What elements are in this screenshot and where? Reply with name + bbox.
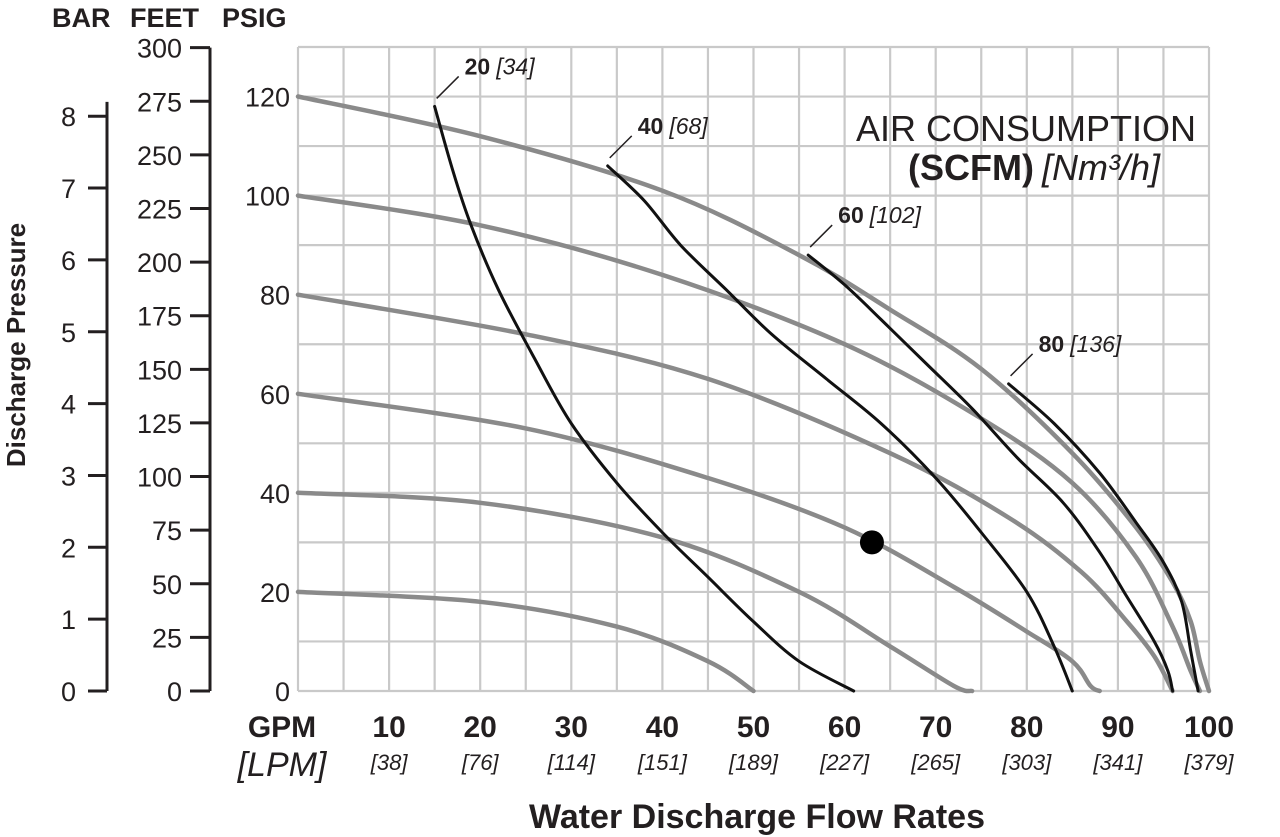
x-tick-gpm-label: 20	[464, 711, 497, 744]
x-tick-gpm-label: 60	[828, 711, 861, 744]
air-curve-label: 60 [102]	[838, 202, 921, 228]
feet-tick-label: 250	[137, 141, 182, 171]
air-consumption-title: AIR CONSUMPTION	[856, 108, 1196, 149]
psig-tick-label: 60	[260, 380, 290, 410]
bar-tick-label: 5	[61, 318, 76, 348]
x-tick-lpm-label: [379]	[1184, 750, 1235, 775]
feet-tick-label: 50	[152, 570, 182, 600]
bar-tick-label: 8	[61, 102, 76, 132]
x-tick-gpm-label: 40	[646, 711, 679, 744]
air-label-nm3h: [102]	[869, 202, 922, 228]
x-tick-lpm-label: [114]	[547, 750, 596, 775]
x-tick-gpm-label: 50	[737, 711, 770, 744]
x-tick-lpm-label: [341]	[1092, 750, 1143, 775]
air-label-leader	[436, 75, 460, 99]
pressure-curve-line	[295, 589, 756, 694]
x-axis-title: Water Discharge Flow Rates	[529, 798, 985, 836]
x-tick-lpm-label: [227]	[819, 750, 870, 775]
bar-tick-label: 1	[61, 605, 76, 635]
feet-tick-label: 275	[137, 87, 182, 117]
feet-tick-label: 225	[137, 194, 182, 224]
x-tick-gpm-label: 70	[919, 711, 952, 744]
feet-tick-label: 100	[137, 463, 182, 493]
feet-tick-label: 25	[152, 623, 182, 653]
air-label-leader	[609, 135, 633, 159]
left-axes: 0123456780255075100125150175200225250275…	[61, 34, 290, 707]
pressure-curve-line	[295, 490, 975, 694]
operating-point-marker	[859, 530, 884, 555]
air-consumption-curve-line	[1007, 382, 1200, 693]
pressure-curve-line	[295, 94, 1212, 694]
air-consumption-curve-line	[606, 164, 1074, 693]
air-curve-label: 20 [34]	[465, 53, 536, 79]
air-label-leader	[809, 224, 833, 248]
x-tick-gpm-label: 100	[1184, 711, 1234, 744]
x-tick-lpm-label: [265]	[910, 750, 961, 775]
air-curve-labels: 20 [34] 40 [68] 60 [102] 80 [136]	[436, 53, 1122, 377]
x-tick-gpm-label: 10	[372, 711, 405, 744]
feet-tick-label: 75	[152, 516, 182, 546]
psig-tick-label: 20	[260, 578, 290, 608]
x-tick-lpm-label: [303]	[1001, 750, 1052, 775]
x-axis: 10 [38] 20 [76] 30 [114] 40 [151] 50 [189] 60 [227]…	[370, 711, 1235, 775]
x-tick-lpm-label: [151]	[637, 750, 688, 775]
x-tick-lpm-label: [189]	[728, 750, 779, 775]
x-tick-gpm-label: 30	[555, 711, 588, 744]
air-curve-label: 80 [136]	[1039, 331, 1122, 357]
x-tick-gpm-label: 80	[1010, 711, 1043, 744]
feet-tick-label: 175	[137, 302, 182, 332]
air-label-scfm: 60	[838, 202, 864, 228]
bar-tick-label: 3	[61, 461, 76, 491]
feet-tick-label: 200	[137, 248, 182, 278]
bar-tick-label: 7	[61, 174, 76, 204]
air-label-nm3h: [68]	[668, 113, 708, 139]
psig-axis-header: PSIG	[222, 3, 287, 33]
feet-tick-label: 0	[167, 677, 182, 707]
feet-axis-header: FEET	[130, 3, 200, 33]
air-label-scfm: 40	[638, 113, 664, 139]
bar-tick-label: 2	[61, 533, 76, 563]
pressure-curve-line	[295, 193, 1203, 694]
gpm-header: GPM	[248, 711, 316, 744]
air-consumption-curves	[433, 104, 1200, 693]
bar-tick-label: 4	[61, 390, 76, 420]
feet-tick-label: 300	[137, 34, 182, 64]
bar-tick-label: 0	[61, 677, 76, 707]
air-label-nm3h: [136]	[1069, 331, 1122, 357]
feet-tick-label: 125	[137, 409, 182, 439]
air-consumption-curve-line	[806, 253, 1175, 693]
air-label-leader	[1010, 353, 1034, 377]
air-consumption-curve-line	[433, 104, 856, 693]
x-tick-lpm-label: [38]	[370, 750, 409, 775]
bar-tick-label: 6	[61, 246, 76, 276]
feet-tick-label: 150	[137, 355, 182, 385]
air-label-scfm: 80	[1039, 331, 1065, 357]
bar-axis-header: BAR	[52, 3, 111, 33]
pressure-curve-line	[295, 292, 1175, 694]
air-label-scfm: 20	[465, 53, 491, 79]
psig-tick-label: 120	[245, 83, 290, 113]
y-axis-title: Discharge Pressure	[1, 223, 31, 467]
air-curve-label: 40 [68]	[638, 113, 709, 139]
psig-tick-label: 0	[275, 677, 290, 707]
air-consumption-units: (SCFM) [Nm³/h]	[908, 147, 1161, 188]
lpm-header: [LPM]	[237, 746, 328, 784]
x-tick-gpm-label: 90	[1101, 711, 1134, 744]
psig-tick-label: 80	[260, 281, 290, 311]
x-tick-lpm-label: [76]	[461, 750, 500, 775]
air-label-nm3h: [34]	[495, 53, 535, 79]
psig-tick-label: 100	[245, 182, 290, 212]
psig-tick-label: 40	[260, 479, 290, 509]
